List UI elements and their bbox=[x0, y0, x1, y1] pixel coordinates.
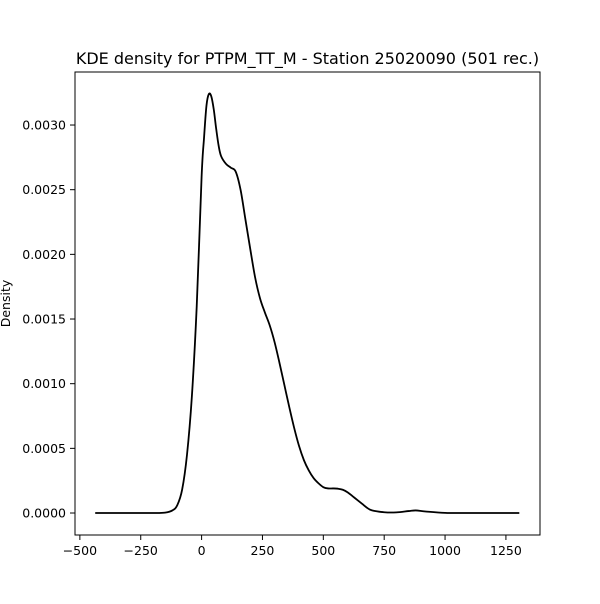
y-tick-label: 0.0020 bbox=[22, 247, 66, 262]
x-tick-label: 500 bbox=[311, 543, 335, 558]
y-tick-label: 0.0005 bbox=[22, 441, 66, 456]
y-tick-label: 0.0025 bbox=[22, 182, 66, 197]
x-tick-label: −250 bbox=[124, 543, 158, 558]
plot-area-frame bbox=[74, 71, 541, 536]
y-axis-label: Density bbox=[0, 279, 13, 327]
y-tick-label: 0.0030 bbox=[22, 118, 66, 133]
ticks-layer: −500 −250 0 250 500 750 1000 1250 0.0000 0.0005 0.… bbox=[22, 118, 522, 558]
x-tick-label: 250 bbox=[251, 543, 275, 558]
x-tick-label: −500 bbox=[63, 543, 97, 558]
chart-title: KDE density for PTPM_TT_M - Station 2502… bbox=[76, 49, 539, 69]
y-tick-label: 0.0015 bbox=[22, 312, 66, 327]
x-tick-label: 0 bbox=[198, 543, 206, 558]
y-tick-label: 0.0000 bbox=[22, 506, 66, 521]
density-line bbox=[95, 92, 520, 514]
x-tick-label: 1000 bbox=[429, 543, 461, 558]
x-tick-label: 1250 bbox=[490, 543, 522, 558]
y-tick-label: 0.0010 bbox=[22, 376, 66, 391]
x-tick-label: 750 bbox=[372, 543, 396, 558]
